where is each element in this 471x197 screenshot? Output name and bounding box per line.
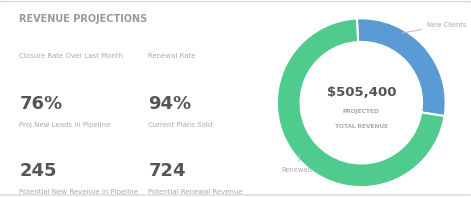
- Text: Renewal Rate: Renewal Rate: [148, 53, 196, 59]
- Text: TOTAL REVENUE: TOTAL REVENUE: [335, 124, 388, 129]
- Wedge shape: [277, 19, 445, 187]
- Text: Current Plans Sold: Current Plans Sold: [148, 122, 212, 128]
- Text: PROJECTED: PROJECTED: [343, 109, 380, 114]
- Text: Closure Rate Over Last Month: Closure Rate Over Last Month: [19, 53, 123, 59]
- FancyBboxPatch shape: [0, 2, 471, 195]
- Text: 76%: 76%: [19, 95, 63, 112]
- Text: Potential New Revenue in Pipeline: Potential New Revenue in Pipeline: [19, 189, 138, 195]
- Wedge shape: [357, 18, 446, 116]
- Text: 724: 724: [148, 162, 186, 179]
- Text: $505,400: $505,400: [326, 86, 396, 99]
- Text: Proj New Leads in Pipeline: Proj New Leads in Pipeline: [19, 122, 111, 128]
- Text: Potential Renewal Revenue: Potential Renewal Revenue: [148, 189, 243, 195]
- Text: 245: 245: [19, 162, 57, 179]
- Text: 94%: 94%: [148, 95, 192, 112]
- Text: New Clients: New Clients: [402, 22, 466, 33]
- Text: REVENUE PROJECTIONS: REVENUE PROJECTIONS: [19, 14, 148, 24]
- Text: Renewals: Renewals: [281, 154, 313, 173]
